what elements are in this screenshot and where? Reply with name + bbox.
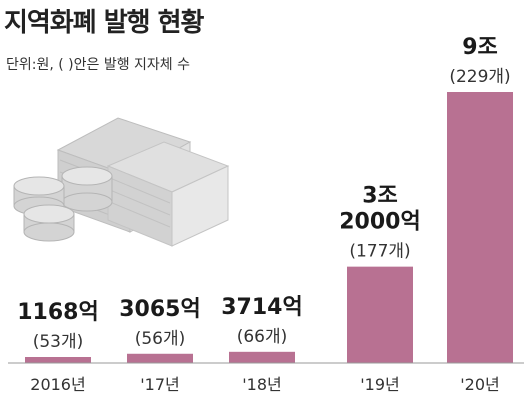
- x-tick-label: '17년: [140, 375, 179, 394]
- money-stack-illustration: [13, 117, 230, 247]
- unit-note: 단위:원, ( )안은 발행 지자체 수: [6, 57, 191, 73]
- bar-1: [25, 357, 91, 363]
- bar-4: [347, 266, 413, 363]
- bar-count-label: (177개): [349, 242, 410, 262]
- bar-count-label: (66개): [237, 327, 288, 347]
- x-tick-label: 2016년: [30, 375, 85, 394]
- bar-value-label: 1168억: [17, 300, 98, 325]
- bar-value-label: 9조: [462, 35, 498, 60]
- bar-value-label: 3조: [362, 184, 398, 209]
- bar-value-label: 2000억: [339, 210, 420, 235]
- x-tick-label: '19년: [360, 375, 399, 394]
- x-tick-label: '20년: [460, 375, 499, 394]
- bar-count-label: (53개): [33, 332, 84, 352]
- bar-3: [229, 351, 295, 363]
- bar-value-label: 3065억: [119, 297, 200, 322]
- bar-value-label: 3714억: [221, 295, 302, 320]
- bar-count-label: (229개): [449, 67, 510, 87]
- bar-count-label: (56개): [135, 329, 186, 349]
- x-tick-label: '18년: [242, 375, 281, 394]
- page-title: 지역화폐 발행 현황: [4, 8, 204, 38]
- bar-2: [127, 353, 193, 363]
- bar-5: [447, 92, 513, 363]
